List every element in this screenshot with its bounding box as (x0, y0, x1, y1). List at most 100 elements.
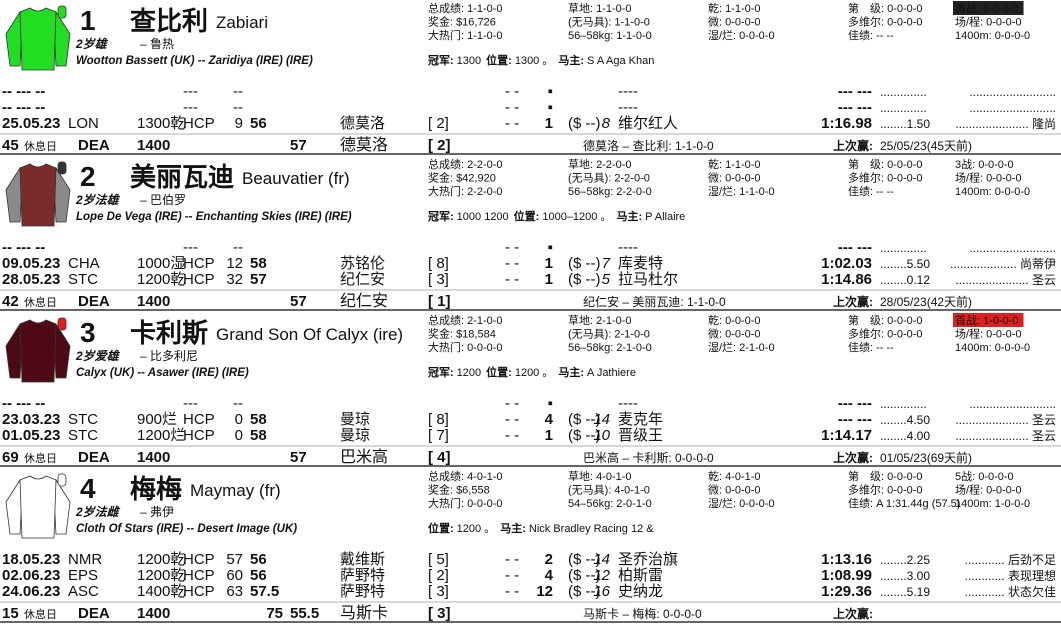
pedigree: Lope De Vega (IRE) -- Enchanting Skies (… (76, 211, 352, 223)
stat-label: 大热门: (428, 340, 464, 354)
run-cls: HCP (183, 567, 215, 584)
run-winner: 库麦特 (618, 255, 663, 272)
run-dist: 1200烂 (137, 427, 185, 444)
silk (5, 5, 71, 71)
horse-number: 2 (80, 161, 96, 192)
stat-label: 奖金: (428, 327, 453, 341)
run-pos: ▪ (548, 239, 553, 256)
stat-label: 第 级: (848, 1, 884, 15)
footer-days-label: 休息日 (24, 295, 57, 309)
run-odds: ($ --) (568, 255, 601, 272)
stat-label: 1400m: (955, 498, 992, 510)
stat-value: 0-0-0-0 (887, 3, 922, 15)
run-dash: - - (505, 255, 519, 272)
silk-body (19, 163, 57, 227)
stat-label: 56–58kg: (568, 186, 613, 198)
horse-name-cn: 美丽瓦迪 (130, 162, 234, 192)
footer-last-label: 上次赢: (833, 450, 873, 465)
run-num: 12 (593, 567, 610, 584)
run-dash: - - (505, 551, 519, 568)
footer-days: 42 (2, 293, 19, 310)
run-dist: 1400乾 (137, 583, 185, 600)
stat-label: 首战: (955, 313, 980, 327)
stat-label: 湿/烂: (708, 497, 736, 510)
stat-label: 湿/烂: (708, 29, 736, 42)
run-cls: HCP (183, 271, 215, 288)
stat-value: 1-1-0-0 (467, 3, 502, 15)
stat-label: 再战: (955, 2, 980, 15)
run-odds2: .............. (880, 397, 927, 411)
stat-value: 0-0-0-0 (887, 173, 922, 185)
stat-label: 奖金: (428, 171, 453, 185)
stat-label: 佳绩: (848, 496, 873, 510)
run-dist: 1300乾 (137, 115, 185, 132)
footer-combo: 马斯卡 – 梅梅: 0-0-0-0 (583, 606, 702, 621)
run-jockey: 戴维斯 (340, 551, 385, 568)
run-cls: --- (183, 99, 198, 116)
run-time: 1:02.03 (821, 255, 872, 272)
run-comment: ...................... 隆尚 (955, 116, 1056, 131)
stat-value: 0-0-0-0 (995, 186, 1030, 198)
run-odds2: ........3.00 (880, 569, 930, 583)
run-comment: .......................... (969, 397, 1056, 411)
wins-value: 1200 (457, 367, 481, 379)
run-odds: ($ --) (568, 115, 601, 132)
wins-label: 位置: (486, 365, 512, 379)
wins-value: S A Aga Khan (587, 55, 654, 67)
run-draw: [ 3] (428, 271, 449, 288)
stat-label: (无马具): (568, 484, 611, 497)
stat-label: 54–56kg: (568, 498, 613, 510)
run-comment: .......................... (969, 85, 1056, 99)
wins-label: 冠军: (428, 366, 454, 379)
footer-days-label: 休息日 (24, 139, 57, 153)
wins-value: A Jathiere (587, 367, 636, 379)
run-winner: 史纳龙 (618, 583, 663, 600)
stat-label: 56–58kg: (568, 30, 613, 42)
run-winner: 拉马杜尔 (618, 271, 678, 288)
run-pos: 1 (545, 115, 553, 132)
run-num: 8 (602, 115, 611, 132)
footer-jockey: 巴米高 (340, 448, 388, 466)
run-pos: 1 (545, 255, 553, 272)
horse-age: 2岁雄 (75, 37, 109, 51)
run-draw: [ 8] (428, 255, 449, 272)
stat-value: 1-0-0-0 (995, 498, 1030, 510)
stat-value: 0-0-0-0 (978, 471, 1013, 483)
run-dash: - - (505, 115, 519, 132)
stat-label: 第 级: (848, 157, 884, 171)
footer-jockey: 纪仁安 (340, 292, 388, 310)
footer-last: 25/05/23(45天前) (880, 138, 972, 153)
footer-last: 28/05/23(42天前) (880, 294, 972, 309)
footer-race: DEA (78, 449, 110, 466)
run-comment: .......................... (969, 241, 1056, 255)
footer-days: 15 (2, 605, 19, 622)
stat-value: 0-0-0-0 (887, 315, 922, 327)
stat-badge (953, 1, 1024, 15)
footer-draw: [ 3] (428, 605, 451, 622)
footer-days: 69 (2, 449, 19, 466)
run-cls: HCP (183, 411, 215, 428)
run-draw: [ 2] (428, 567, 449, 584)
run-course: EPS (68, 567, 98, 584)
stat-label: 乾: (708, 158, 722, 171)
run-winner: ---- (618, 99, 638, 116)
stat-label: 总成绩: (428, 1, 464, 15)
stat-value: 1-1-0-0 (739, 186, 774, 198)
stat-label: 湿/烂: (708, 341, 736, 354)
stat-label: 微: (708, 327, 722, 341)
stat-label: 总成绩: (428, 313, 464, 327)
run-date: 28.05.23 (2, 271, 60, 288)
run-jockey: 萨野特 (340, 567, 385, 584)
stat-label: 佳绩: (848, 184, 873, 198)
stat-value: 0-0-0-0 (467, 342, 502, 354)
stat-label: 奖金: (428, 15, 453, 29)
run-num: 10 (593, 427, 610, 444)
wins-label: 马主: (500, 521, 526, 535)
stat-label: 总成绩: (428, 157, 464, 171)
stat-label: 草地: (568, 2, 593, 15)
run-rtg: -- (233, 83, 243, 100)
stat-value: 2-2-0-0 (614, 173, 649, 185)
run-wt: 58 (250, 411, 267, 428)
stat-label: 大热门: (428, 184, 464, 198)
